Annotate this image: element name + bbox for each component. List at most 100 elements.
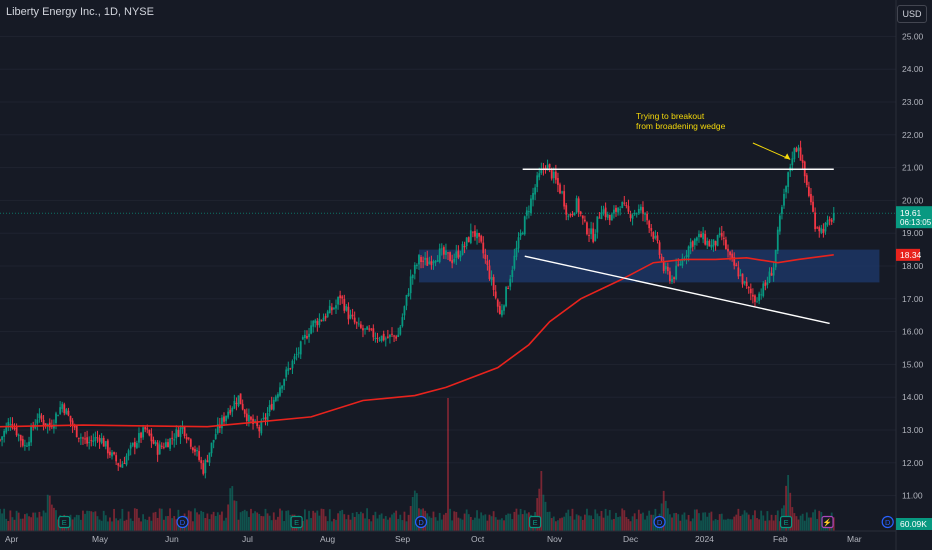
candle-body	[496, 299, 499, 307]
volume-bar	[704, 512, 707, 531]
volume-bar	[754, 510, 756, 531]
candle-body	[793, 148, 796, 160]
volume-bar	[511, 519, 514, 531]
candle-body	[515, 247, 518, 257]
candle-body	[488, 265, 491, 279]
volume-bar	[231, 486, 234, 531]
candle-body	[268, 405, 271, 412]
volume-bar	[401, 520, 404, 531]
candle-body	[55, 413, 57, 424]
candle-body	[366, 326, 369, 330]
y-tick-label: 23.00	[902, 97, 924, 107]
volume-bar	[100, 520, 103, 531]
y-tick-label: 21.00	[902, 163, 924, 173]
volume-bar	[40, 516, 43, 531]
annotation-text: from broadening wedge	[636, 121, 726, 131]
volume-bar	[148, 516, 151, 531]
candle-body	[548, 163, 551, 168]
volume-bar	[430, 517, 433, 531]
candle-body	[830, 219, 833, 222]
volume-bar	[631, 516, 634, 531]
volume-bar	[610, 519, 613, 531]
candle-body	[517, 237, 520, 249]
volume-bar	[525, 513, 528, 531]
candle-body	[206, 460, 209, 462]
volume-bar	[262, 516, 265, 531]
volume-bar	[11, 517, 14, 531]
volume-bar	[749, 519, 752, 531]
candle-body	[708, 240, 711, 247]
candle-body	[370, 328, 373, 330]
volume-bar	[15, 510, 18, 531]
volume-bar	[279, 508, 281, 531]
candle-body	[754, 295, 756, 302]
candle-body	[100, 438, 103, 444]
candle-body	[216, 424, 219, 433]
candle-body	[552, 171, 555, 178]
candle-body	[633, 212, 636, 215]
candles[interactable]	[0, 140, 835, 479]
candle-body	[405, 295, 408, 306]
candle-body	[774, 249, 777, 268]
volume-bar	[372, 515, 375, 531]
candle-body	[735, 264, 738, 267]
candle-body	[88, 442, 91, 444]
candle-body	[569, 214, 572, 216]
candle-body	[140, 432, 142, 438]
volume-bar	[644, 519, 646, 531]
candle-body	[171, 437, 174, 439]
volume-bar	[254, 511, 257, 531]
volume-bar	[359, 511, 362, 531]
y-tick-label: 13.00	[902, 425, 924, 435]
candle-body	[142, 427, 145, 438]
candle-body	[411, 275, 414, 279]
candle-body	[797, 147, 800, 152]
candle-body	[544, 167, 547, 170]
volume-bar	[805, 512, 808, 531]
volume-bar	[619, 516, 622, 531]
volume-bar	[258, 513, 261, 531]
volume-bar	[239, 512, 242, 531]
candle-body	[608, 214, 611, 221]
volume-bar	[467, 514, 470, 531]
volume-bar	[718, 514, 721, 531]
event-marker-label: E	[62, 518, 67, 527]
candle-body	[590, 228, 593, 235]
candle-body	[598, 217, 601, 219]
currency-button[interactable]: USD	[897, 5, 927, 23]
volume-bar	[343, 514, 346, 531]
candle-body	[756, 301, 758, 303]
trendlines[interactable]	[522, 168, 834, 325]
volume-bar	[167, 516, 169, 531]
volume-bar	[36, 517, 39, 531]
candle-body	[129, 445, 132, 449]
candle-body	[397, 334, 400, 338]
candle-body	[822, 229, 825, 234]
candle-body	[666, 266, 669, 272]
x-tick-label: Nov	[547, 534, 563, 544]
candle-body	[820, 228, 823, 233]
volume-bar	[710, 511, 713, 531]
candle-body	[256, 421, 259, 427]
volume-bar	[3, 508, 6, 531]
candle-body	[434, 261, 437, 263]
volume-bar	[156, 517, 159, 531]
candle-body	[194, 449, 196, 452]
candle-body	[185, 437, 188, 440]
candle-body	[677, 264, 680, 266]
volume-bar	[438, 512, 441, 531]
volume-bar	[559, 518, 561, 531]
volume-bar	[818, 510, 821, 531]
candle-body	[501, 310, 503, 316]
volume-bar	[266, 513, 269, 531]
volume-bar	[98, 519, 101, 531]
candle-body	[343, 299, 346, 311]
volume-bar	[303, 509, 306, 531]
volume-bar	[639, 513, 642, 531]
volume-bar	[133, 508, 136, 531]
volume-bar	[449, 508, 451, 531]
candle-body	[208, 452, 211, 463]
event-markers[interactable]: E D E D E D E ⚡ D	[58, 515, 894, 529]
